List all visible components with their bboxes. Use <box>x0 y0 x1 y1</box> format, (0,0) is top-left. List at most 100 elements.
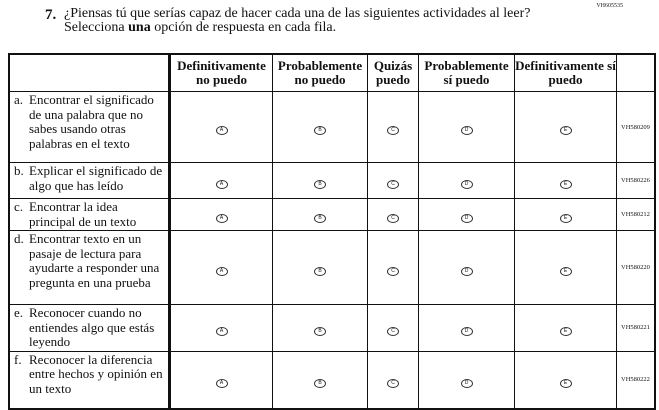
option-cell[interactable]: C <box>367 350 419 410</box>
bubble-a[interactable]: A <box>215 326 228 336</box>
option-cell[interactable]: E <box>514 162 617 199</box>
bubble-d[interactable]: D <box>460 378 473 388</box>
table-row: c. Encontrar la idea principal de un text… <box>8 198 656 231</box>
bubble-d[interactable]: D <box>460 326 473 336</box>
row-id: VH580209 <box>616 91 656 163</box>
option-cell[interactable]: C <box>367 91 419 163</box>
row-id: VH580222 <box>616 350 656 410</box>
header-blank <box>8 53 170 92</box>
bubble-c[interactable]: C <box>387 326 399 336</box>
option-cell[interactable]: A <box>168 350 273 410</box>
bubble-e[interactable]: E <box>559 179 572 189</box>
bubble-b[interactable]: B <box>314 378 326 388</box>
question-text: ¿Piensas tú que serías capaz de hacer ca… <box>64 7 544 35</box>
option-cell[interactable]: E <box>514 350 617 410</box>
option-cell[interactable]: D <box>418 230 515 305</box>
item-label: e. Reconocer cuando no entiendes algo que… <box>8 304 170 352</box>
option-cell[interactable]: D <box>418 198 515 231</box>
header-blank <box>616 53 656 92</box>
option-cell[interactable]: E <box>514 304 617 352</box>
option-cell[interactable]: E <box>514 230 617 305</box>
column-header: Definitivamente no puedo <box>168 53 273 92</box>
item-label: a. Encontrar el significado de una palabr… <box>8 91 170 163</box>
option-cell[interactable]: B <box>272 304 368 352</box>
option-cell[interactable]: B <box>272 162 368 199</box>
column-header: Probablemente no puedo <box>272 53 368 92</box>
table-row: e. Reconocer cuando no entiendes algo que… <box>8 304 656 352</box>
item-letter: e. <box>14 305 24 320</box>
option-cell[interactable]: C <box>367 162 419 199</box>
option-cell[interactable]: B <box>272 350 368 410</box>
option-cell[interactable]: D <box>418 162 515 199</box>
bubble-b[interactable]: B <box>314 266 326 276</box>
option-cell[interactable]: A <box>168 304 273 352</box>
item-text: Encontrar el significado de una palabra … <box>29 92 154 151</box>
option-cell[interactable]: E <box>514 91 617 163</box>
question-id: VH605535 <box>596 3 623 9</box>
option-cell[interactable]: A <box>168 198 273 231</box>
bubble-e[interactable]: E <box>559 126 572 135</box>
table-row: a. Encontrar el significado de una palabr… <box>8 91 656 163</box>
bubble-a[interactable]: A <box>215 213 228 223</box>
option-cell[interactable]: C <box>367 198 419 231</box>
bubble-d[interactable]: D <box>460 266 473 276</box>
item-label: c. Encontrar la idea principal de un text… <box>8 198 170 231</box>
item-letter: d. <box>14 231 24 246</box>
option-cell[interactable]: C <box>367 304 419 352</box>
bubble-d[interactable]: D <box>460 213 473 223</box>
option-cell[interactable]: B <box>272 91 368 163</box>
bubble-e[interactable]: E <box>559 266 572 276</box>
item-letter: f. <box>14 351 22 367</box>
item-label: f. Reconocer la diferencia entre hechos y… <box>8 350 170 410</box>
row-id: VH580226 <box>616 162 656 199</box>
table-row: b. Explicar el significado de algo que ha… <box>8 162 656 199</box>
row-id: VH580220 <box>616 230 656 305</box>
column-header: Probablemente sí puedo <box>418 53 515 92</box>
column-header: Quizás puedo <box>367 53 419 92</box>
bubble-a[interactable]: A <box>215 179 228 189</box>
bubble-b[interactable]: B <box>314 213 326 223</box>
option-cell[interactable]: B <box>272 230 368 305</box>
row-id: VH580221 <box>616 304 656 352</box>
bubble-b[interactable]: B <box>314 179 326 189</box>
bubble-a[interactable]: A <box>215 266 228 276</box>
item-text: Encontrar la idea principal de un texto <box>29 199 137 229</box>
option-cell[interactable]: D <box>418 91 515 163</box>
bubble-e[interactable]: E <box>559 378 572 388</box>
bubble-b[interactable]: B <box>314 126 326 135</box>
bubble-a[interactable]: A <box>215 126 228 135</box>
bubble-c[interactable]: C <box>387 213 399 223</box>
bubble-d[interactable]: D <box>460 126 473 135</box>
item-text: Encontrar texto en un pasaje de lectura … <box>29 231 160 290</box>
item-label: b. Explicar el significado de algo que ha… <box>8 162 170 199</box>
response-table: Definitivamente no puedo Probablemente no… <box>8 53 656 410</box>
option-cell[interactable]: D <box>418 304 515 352</box>
option-cell[interactable]: A <box>168 91 273 163</box>
option-cell[interactable]: D <box>418 350 515 410</box>
question-emphasis: una <box>128 20 151 35</box>
item-letter: c. <box>14 199 24 214</box>
bubble-c[interactable]: C <box>387 266 399 276</box>
bubble-c[interactable]: C <box>387 378 399 388</box>
option-cell[interactable]: B <box>272 198 368 231</box>
item-text: Reconocer la diferencia entre hechos y o… <box>29 351 163 396</box>
bubble-c[interactable]: C <box>387 126 399 135</box>
bubble-c[interactable]: C <box>387 179 399 189</box>
bubble-e[interactable]: E <box>559 213 572 223</box>
item-label: d. Encontrar texto en un pasaje de lectur… <box>8 230 170 305</box>
question-text-part: ¿Piensas tú que serías capaz de hacer ca… <box>64 6 531 35</box>
option-cell[interactable]: E <box>514 198 617 231</box>
row-id: VH580212 <box>616 198 656 231</box>
bubble-e[interactable]: E <box>559 326 572 336</box>
table-row: d. Encontrar texto en un pasaje de lectur… <box>8 230 656 305</box>
bubble-b[interactable]: B <box>314 326 326 336</box>
bubble-d[interactable]: D <box>460 179 473 189</box>
table-row: f. Reconocer la diferencia entre hechos y… <box>8 350 656 410</box>
column-header: Definitivamente sí puedo <box>514 53 617 92</box>
question-text-part: opción de respuesta en cada fila. <box>150 20 337 35</box>
option-cell[interactable]: C <box>367 230 419 305</box>
option-cell[interactable]: A <box>168 230 273 305</box>
bubble-a[interactable]: A <box>215 378 228 388</box>
question-number: 7. <box>45 7 57 23</box>
option-cell[interactable]: A <box>168 162 273 199</box>
